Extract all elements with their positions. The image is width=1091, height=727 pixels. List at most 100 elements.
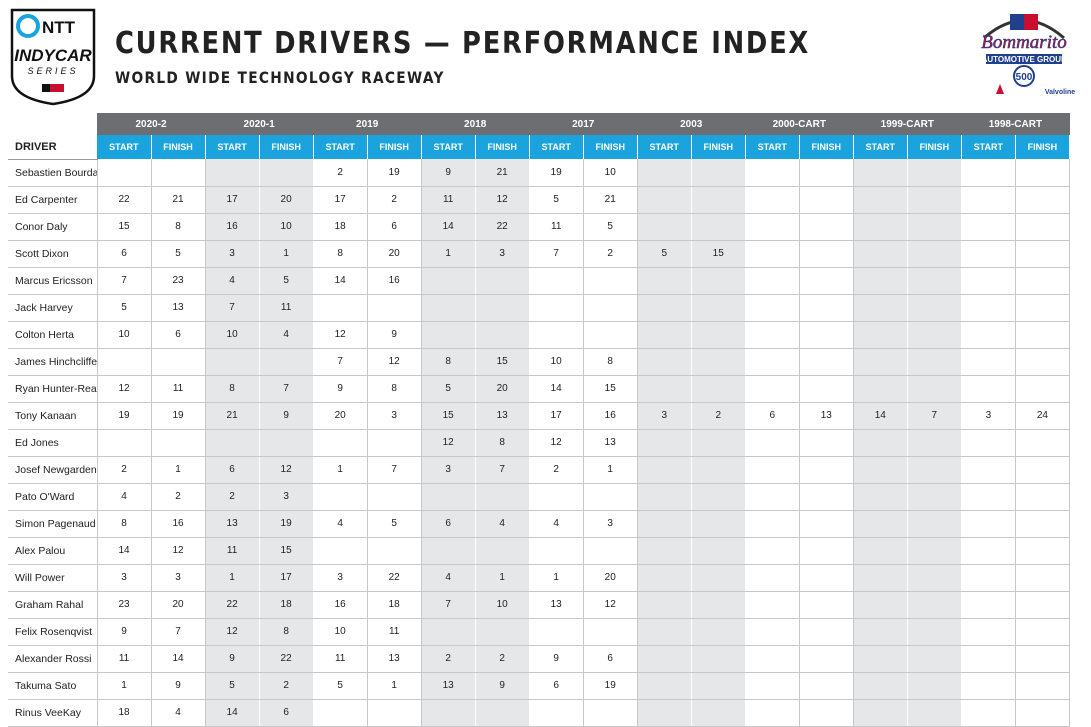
empty-cell [637, 564, 692, 592]
empty-cell [907, 510, 962, 538]
empty-cell [853, 483, 908, 511]
result-cell: 15 [259, 537, 314, 565]
result-cell: 1 [313, 456, 368, 484]
result-cell: 7 [259, 375, 314, 403]
empty-cell [745, 267, 800, 295]
empty-cell [691, 456, 746, 484]
result-cell: 1 [97, 672, 152, 700]
result-cell: 21 [205, 402, 260, 430]
empty-cell [961, 618, 1016, 646]
empty-cell [421, 483, 476, 511]
result-cell: 15 [421, 402, 476, 430]
empty-cell [421, 618, 476, 646]
empty-cell [961, 699, 1016, 727]
subtitle: WORLD WIDE TECHNOLOGY RACEWAY [115, 68, 445, 87]
result-cell: 21 [151, 186, 206, 214]
empty-cell [583, 267, 638, 295]
empty-cell [853, 591, 908, 619]
result-cell: 12 [475, 186, 530, 214]
empty-cell [421, 537, 476, 565]
empty-cell [745, 348, 800, 376]
result-cell: 11 [205, 537, 260, 565]
empty-cell [97, 159, 152, 187]
result-cell: 6 [367, 213, 422, 241]
empty-cell [1015, 267, 1071, 295]
result-cell: 5 [313, 672, 368, 700]
result-cell: 15 [583, 375, 638, 403]
result-cell: 20 [259, 186, 314, 214]
driver-row: Ed Jones 12 8 12 13 [8, 429, 1071, 457]
result-cell: 13 [151, 294, 206, 322]
empty-cell [907, 429, 962, 457]
result-cell: 5 [97, 294, 152, 322]
empty-cell [799, 483, 854, 511]
empty-cell [799, 240, 854, 268]
empty-cell [205, 348, 260, 376]
empty-cell [853, 456, 908, 484]
result-cell: 8 [475, 429, 530, 457]
result-cell: 14 [313, 267, 368, 295]
driver-row: Scott Dixon 6 5 3 1 8 20 1 3 7 2 5 15 [8, 240, 1071, 268]
result-cell: 3 [367, 402, 422, 430]
empty-cell [475, 537, 530, 565]
empty-cell [799, 213, 854, 241]
empty-cell [961, 672, 1016, 700]
year-header: 1998-CART [961, 113, 1070, 135]
result-cell: 9 [475, 672, 530, 700]
result-cell: 11 [529, 213, 584, 241]
result-cell: 13 [583, 429, 638, 457]
empty-cell [853, 672, 908, 700]
empty-cell [745, 564, 800, 592]
result-cell: 9 [421, 159, 476, 187]
result-cell: 4 [313, 510, 368, 538]
empty-cell [637, 456, 692, 484]
result-cell: 18 [313, 213, 368, 241]
column-subheader: FINISH [475, 135, 530, 159]
logo-text: Bommarito [981, 32, 1067, 53]
column-subheader: START [313, 135, 368, 159]
column-subheader: FINISH [151, 135, 206, 159]
result-cell: 13 [205, 510, 260, 538]
empty-cell [907, 672, 962, 700]
subheader-row: START FINISH START FINISH START FINISH START FI… [8, 135, 1071, 159]
column-subheader: START [205, 135, 260, 159]
empty-cell [961, 294, 1016, 322]
result-cell: 8 [367, 375, 422, 403]
result-cell: 17 [205, 186, 260, 214]
empty-cell [961, 213, 1016, 241]
result-cell: 11 [421, 186, 476, 214]
result-cell: 20 [475, 375, 530, 403]
column-subheader: START [97, 135, 152, 159]
empty-cell [799, 591, 854, 619]
result-cell: 18 [97, 699, 152, 727]
result-cell: 5 [529, 186, 584, 214]
empty-cell [259, 429, 314, 457]
result-cell: 9 [97, 618, 152, 646]
result-cell: 1 [529, 564, 584, 592]
driver-row: Sebastien Bourdais 2 19 9 21 19 10 [8, 159, 1071, 187]
empty-cell [799, 510, 854, 538]
empty-cell [961, 429, 1016, 457]
result-cell: 13 [475, 402, 530, 430]
column-subheader: START [529, 135, 584, 159]
empty-cell [421, 294, 476, 322]
driver-name: Colton Herta [8, 321, 98, 349]
result-cell: 3 [637, 402, 692, 430]
empty-cell [529, 483, 584, 511]
result-cell: 4 [259, 321, 314, 349]
result-cell: 11 [97, 645, 152, 673]
result-cell: 4 [97, 483, 152, 511]
result-cell: 4 [475, 510, 530, 538]
driver-name: Takuma Sato [8, 672, 98, 700]
empty-cell [907, 321, 962, 349]
empty-cell [853, 429, 908, 457]
result-cell: 17 [529, 402, 584, 430]
driver-row: Jack Harvey 5 13 7 11 [8, 294, 1071, 322]
result-cell: 5 [367, 510, 422, 538]
empty-cell [313, 537, 368, 565]
empty-cell [691, 267, 746, 295]
empty-cell [691, 699, 746, 727]
result-cell: 5 [151, 240, 206, 268]
result-cell: 1 [475, 564, 530, 592]
result-cell: 2 [151, 483, 206, 511]
